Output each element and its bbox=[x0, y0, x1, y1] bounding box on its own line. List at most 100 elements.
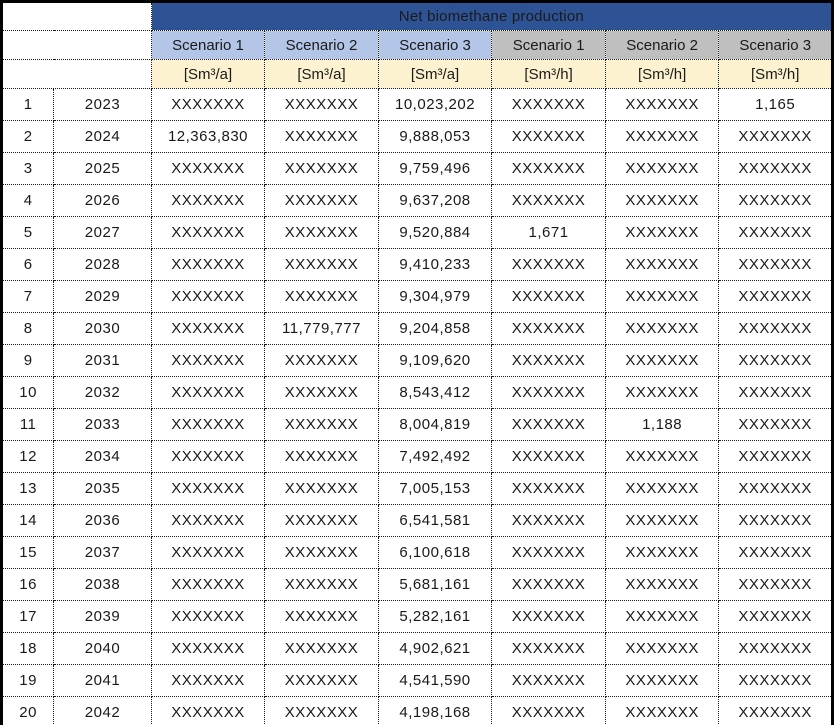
value-cell: 9,888,053 bbox=[377, 120, 493, 153]
row-index-cell: 14 bbox=[0, 504, 55, 537]
value-cell: XXXXXXX bbox=[604, 536, 720, 569]
table-row: 20 2042 XXXXXXX XXXXXXX 4,198,168 XXXXXXX XXXX… bbox=[0, 696, 833, 725]
value-cell: XXXXXXX bbox=[264, 536, 379, 569]
table-row: 11 2033 XXXXXXX XXXXXXX 8,004,819 XXXXXXX 1,18… bbox=[0, 408, 833, 441]
table-row: 5 2027 XXXXXXX XXXXXXX 9,520,884 1,671 XXXXXXX… bbox=[0, 216, 833, 249]
value-cell: XXXXXXX bbox=[718, 472, 833, 505]
table-row: 3 2025 XXXXXXX XXXXXXX 9,759,496 XXXXXXX XXXXX… bbox=[0, 152, 833, 185]
year-cell: 2028 bbox=[53, 248, 152, 281]
row-index-cell: 15 bbox=[0, 536, 55, 569]
corner-blank bbox=[1, 1, 152, 31]
scenario1-annual-header: Scenario 1 bbox=[150, 30, 266, 60]
table-row: 16 2038 XXXXXXX XXXXXXX 5,681,161 XXXXXXX XXXX… bbox=[0, 568, 833, 601]
value-cell: 5,681,161 bbox=[377, 568, 493, 601]
unit-sm3h-3: [Sm³/h] bbox=[718, 59, 833, 89]
value-cell: 4,198,168 bbox=[377, 696, 493, 725]
year-cell: 2029 bbox=[53, 280, 152, 313]
value-cell: XXXXXXX bbox=[718, 504, 833, 537]
value-cell: 12,363,830 bbox=[150, 120, 266, 153]
scenario2-annual-header: Scenario 2 bbox=[264, 30, 379, 60]
value-cell: XXXXXXX bbox=[150, 472, 266, 505]
value-cell: XXXXXXX bbox=[264, 216, 379, 249]
value-cell: XXXXXXX bbox=[718, 600, 833, 633]
value-cell: XXXXXXX bbox=[718, 440, 833, 473]
year-cell: 2030 bbox=[53, 312, 152, 345]
value-cell: XXXXXXX bbox=[604, 440, 720, 473]
value-cell: XXXXXXX bbox=[718, 280, 833, 313]
value-cell: XXXXXXX bbox=[604, 472, 720, 505]
row-index-cell: 11 bbox=[0, 408, 55, 441]
year-cell: 2027 bbox=[53, 216, 152, 249]
value-cell: XXXXXXX bbox=[718, 248, 833, 281]
value-cell: XXXXXXX bbox=[491, 440, 606, 473]
value-cell: XXXXXXX bbox=[491, 504, 606, 537]
value-cell: 10,023,202 bbox=[377, 88, 493, 121]
table-row: 10 2032 XXXXXXX XXXXXXX 8,543,412 XXXXXXX XXXX… bbox=[0, 376, 833, 409]
value-cell: XXXXXXX bbox=[150, 600, 266, 633]
value-cell: XXXXXXX bbox=[718, 568, 833, 601]
value-cell: XXXXXXX bbox=[491, 376, 606, 409]
value-cell: XXXXXXX bbox=[150, 376, 266, 409]
value-cell: 4,902,621 bbox=[377, 632, 493, 665]
value-cell: 5,282,161 bbox=[377, 600, 493, 633]
value-cell: XXXXXXX bbox=[150, 344, 266, 377]
row-index-cell: 6 bbox=[0, 248, 55, 281]
year-cell: 2032 bbox=[53, 376, 152, 409]
value-cell: XXXXXXX bbox=[491, 536, 606, 569]
value-cell: XXXXXXX bbox=[491, 664, 606, 697]
value-cell: XXXXXXX bbox=[718, 664, 833, 697]
value-cell: XXXXXXX bbox=[604, 216, 720, 249]
year-cell: 2034 bbox=[53, 440, 152, 473]
value-cell: 1,188 bbox=[604, 408, 720, 441]
value-cell: XXXXXXX bbox=[718, 312, 833, 345]
value-cell: XXXXXXX bbox=[491, 152, 606, 185]
year-cell: 2037 bbox=[53, 536, 152, 569]
table-row: 17 2039 XXXXXXX XXXXXXX 5,282,161 XXXXXXX XXXX… bbox=[0, 600, 833, 633]
value-cell: 9,109,620 bbox=[377, 344, 493, 377]
scenario3-hourly-header: Scenario 3 bbox=[718, 30, 833, 60]
value-cell: XXXXXXX bbox=[150, 184, 266, 217]
value-cell: XXXXXXX bbox=[491, 600, 606, 633]
value-cell: XXXXXXX bbox=[264, 504, 379, 537]
value-cell: 9,520,884 bbox=[377, 216, 493, 249]
value-cell: XXXXXXX bbox=[264, 152, 379, 185]
value-cell: 7,005,153 bbox=[377, 472, 493, 505]
value-cell: XXXXXXX bbox=[491, 696, 606, 725]
row-index-cell: 16 bbox=[0, 568, 55, 601]
corner-blank bbox=[1, 30, 152, 60]
value-cell: XXXXXXX bbox=[604, 280, 720, 313]
value-cell: XXXXXXX bbox=[150, 696, 266, 725]
value-cell: XXXXXXX bbox=[264, 440, 379, 473]
value-cell: XXXXXXX bbox=[604, 184, 720, 217]
row-index-cell: 7 bbox=[0, 280, 55, 313]
year-cell: 2033 bbox=[53, 408, 152, 441]
row-index-cell: 4 bbox=[0, 184, 55, 217]
value-cell: 8,543,412 bbox=[377, 376, 493, 409]
value-cell: XXXXXXX bbox=[150, 408, 266, 441]
value-cell: XXXXXXX bbox=[491, 344, 606, 377]
table-row: 6 2028 XXXXXXX XXXXXXX 9,410,233 XXXXXXX XXXXX… bbox=[0, 248, 833, 281]
year-cell: 2024 bbox=[53, 120, 152, 153]
value-cell: 9,759,496 bbox=[377, 152, 493, 185]
value-cell: 9,410,233 bbox=[377, 248, 493, 281]
value-cell: XXXXXXX bbox=[718, 184, 833, 217]
unit-sm3a-3: [Sm³/a] bbox=[377, 59, 493, 89]
value-cell: 4,541,590 bbox=[377, 664, 493, 697]
value-cell: XXXXXXX bbox=[604, 504, 720, 537]
value-cell: XXXXXXX bbox=[604, 376, 720, 409]
row-index-cell: 1 bbox=[0, 88, 55, 121]
year-cell: 2042 bbox=[53, 696, 152, 725]
value-cell: XXXXXXX bbox=[491, 88, 606, 121]
value-cell: XXXXXXX bbox=[264, 632, 379, 665]
title-row: Net biomethane production bbox=[1, 1, 834, 31]
value-cell: 9,304,979 bbox=[377, 280, 493, 313]
value-cell: 9,637,208 bbox=[377, 184, 493, 217]
scenario3-annual-header: Scenario 3 bbox=[377, 30, 493, 60]
table-row: 15 2037 XXXXXXX XXXXXXX 6,100,618 XXXXXXX XXXX… bbox=[0, 536, 833, 569]
value-cell: XXXXXXX bbox=[264, 472, 379, 505]
table-row: 7 2029 XXXXXXX XXXXXXX 9,304,979 XXXXXXX XXXXX… bbox=[0, 280, 833, 313]
value-cell: XXXXXXX bbox=[718, 344, 833, 377]
value-cell: XXXXXXX bbox=[491, 568, 606, 601]
